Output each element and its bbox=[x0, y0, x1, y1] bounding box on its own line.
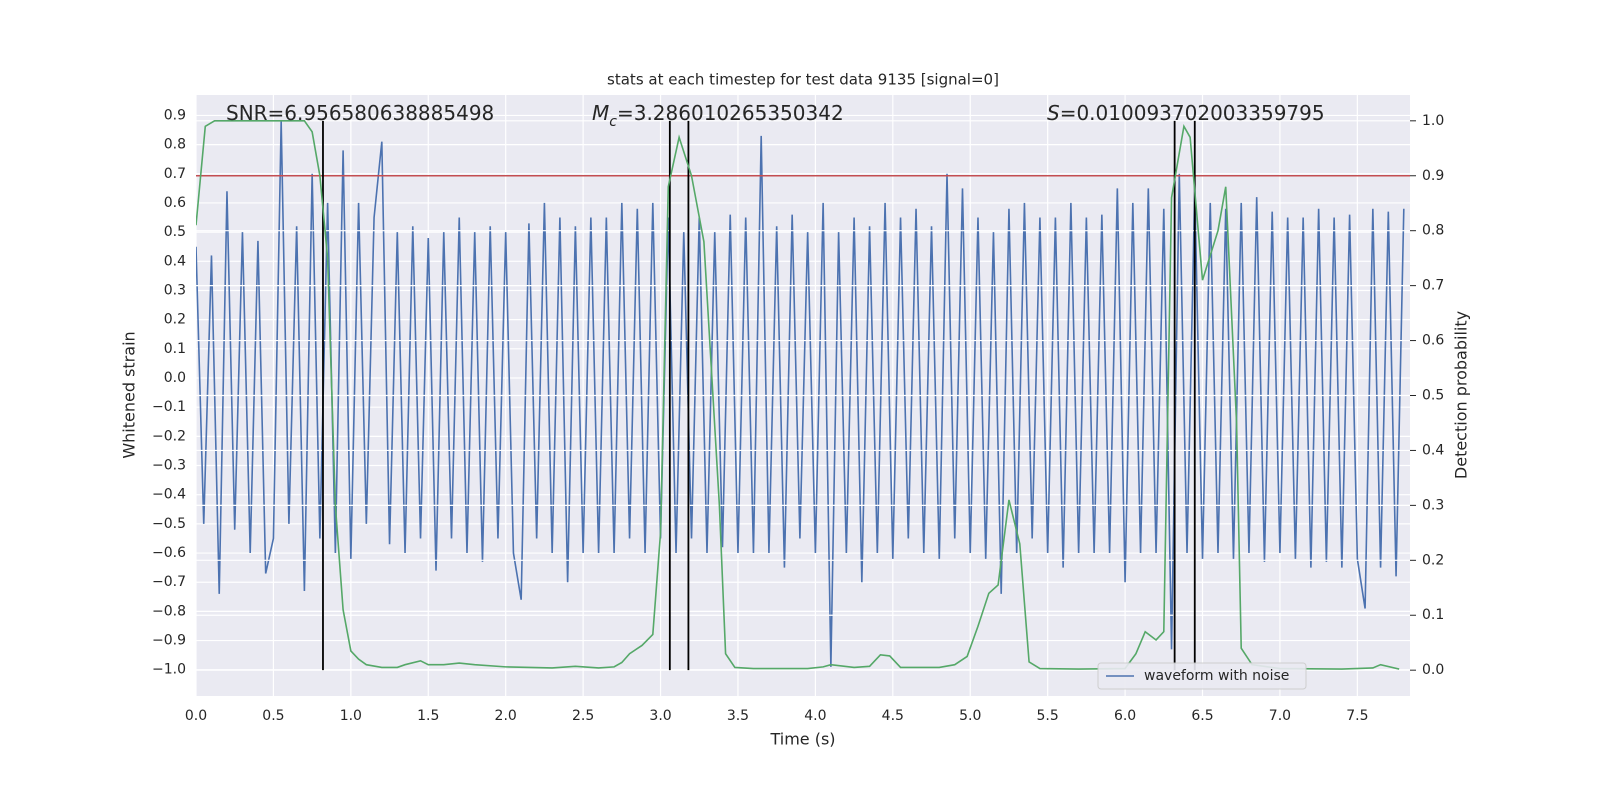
y-tick-label: −0.7 bbox=[152, 574, 186, 590]
annotation: S=0.010093702003359795 bbox=[1047, 101, 1325, 125]
y-axis-label: Whitened strain bbox=[120, 331, 139, 458]
x-tick-label: 6.0 bbox=[1114, 708, 1136, 724]
y-tick-label: 0.9 bbox=[164, 107, 186, 123]
y-tick-label: 0.0 bbox=[164, 370, 186, 386]
x-tick-label: 3.0 bbox=[649, 708, 671, 724]
y2-axis-label: Detection probability bbox=[1452, 311, 1471, 479]
y2-tick-label: 0.2 bbox=[1422, 552, 1444, 568]
y-tick-label: −0.4 bbox=[152, 487, 186, 503]
annotation: Mc=3.286010265350342 bbox=[592, 101, 844, 131]
x-tick-label: 5.0 bbox=[959, 708, 981, 724]
y-tick-label: −1.0 bbox=[152, 662, 186, 678]
x-axis-label: Time (s) bbox=[769, 730, 835, 749]
line-series bbox=[196, 121, 1405, 667]
y2-tick-label: 0.4 bbox=[1422, 442, 1444, 458]
y2-tick-label: 1.0 bbox=[1422, 113, 1444, 129]
x-tick-label: 6.5 bbox=[1191, 708, 1213, 724]
y-tick-label: −0.8 bbox=[152, 603, 186, 619]
annotation-symbol: S bbox=[1047, 101, 1060, 125]
y-tick-label: −0.1 bbox=[152, 399, 186, 415]
y-tick-label: −0.3 bbox=[152, 458, 186, 474]
y2-tick-label: 0.9 bbox=[1422, 168, 1444, 184]
annotation-text: =3.286010265350342 bbox=[617, 101, 844, 125]
x-tick-label: 4.0 bbox=[804, 708, 826, 724]
y-tick-label: 0.1 bbox=[164, 341, 186, 357]
x-tick-label: 5.5 bbox=[1037, 708, 1059, 724]
y-tick-label: −0.2 bbox=[152, 428, 186, 444]
line-series bbox=[196, 120, 1400, 670]
x-tick-label: 7.0 bbox=[1269, 708, 1291, 724]
y2-tick-label: 0.8 bbox=[1422, 223, 1444, 239]
y-tick-label: −0.9 bbox=[152, 633, 186, 649]
y2-tick-label: 0.0 bbox=[1422, 662, 1444, 678]
x-tick-label: 1.5 bbox=[417, 708, 439, 724]
annotation-text: =0.010093702003359795 bbox=[1060, 101, 1325, 125]
y2-tick-label: 0.6 bbox=[1422, 333, 1444, 349]
annotation-text: SNR=6.956580638885498 bbox=[226, 101, 494, 125]
legend-box bbox=[1097, 662, 1307, 690]
y-tick-label: 0.3 bbox=[164, 282, 186, 298]
y-tick-label: −0.6 bbox=[152, 545, 186, 561]
y-tick-label: 0.8 bbox=[164, 137, 186, 153]
y-tick-label: 0.6 bbox=[164, 195, 186, 211]
y-tick-label: 0.5 bbox=[164, 224, 186, 240]
x-tick-label: 1.0 bbox=[340, 708, 362, 724]
x-tick-label: 0.5 bbox=[262, 708, 284, 724]
y2-tick-label: 0.5 bbox=[1422, 388, 1444, 404]
y-tick-label: −0.5 bbox=[152, 516, 186, 532]
x-tick-label: 7.5 bbox=[1346, 708, 1368, 724]
x-tick-label: 0.0 bbox=[185, 708, 207, 724]
annotation: SNR=6.956580638885498 bbox=[226, 101, 494, 125]
x-tick-label: 2.0 bbox=[495, 708, 517, 724]
y2-tick-label: 0.7 bbox=[1422, 278, 1444, 294]
y2-tick-label: 0.1 bbox=[1422, 607, 1444, 623]
x-tick-label: 4.5 bbox=[882, 708, 904, 724]
x-tick-label: 2.5 bbox=[572, 708, 594, 724]
y-tick-label: 0.7 bbox=[164, 166, 186, 182]
annotation-symbol: M bbox=[592, 101, 609, 125]
annotation-subscript: c bbox=[609, 114, 617, 130]
x-tick-label: 3.5 bbox=[727, 708, 749, 724]
chart-title: stats at each timestep for test data 913… bbox=[607, 71, 999, 89]
y-tick-label: 0.4 bbox=[164, 253, 186, 269]
y2-tick-label: 0.3 bbox=[1422, 497, 1444, 513]
y-tick-label: 0.2 bbox=[164, 312, 186, 328]
legend-label: waveform with noise bbox=[1144, 668, 1289, 684]
